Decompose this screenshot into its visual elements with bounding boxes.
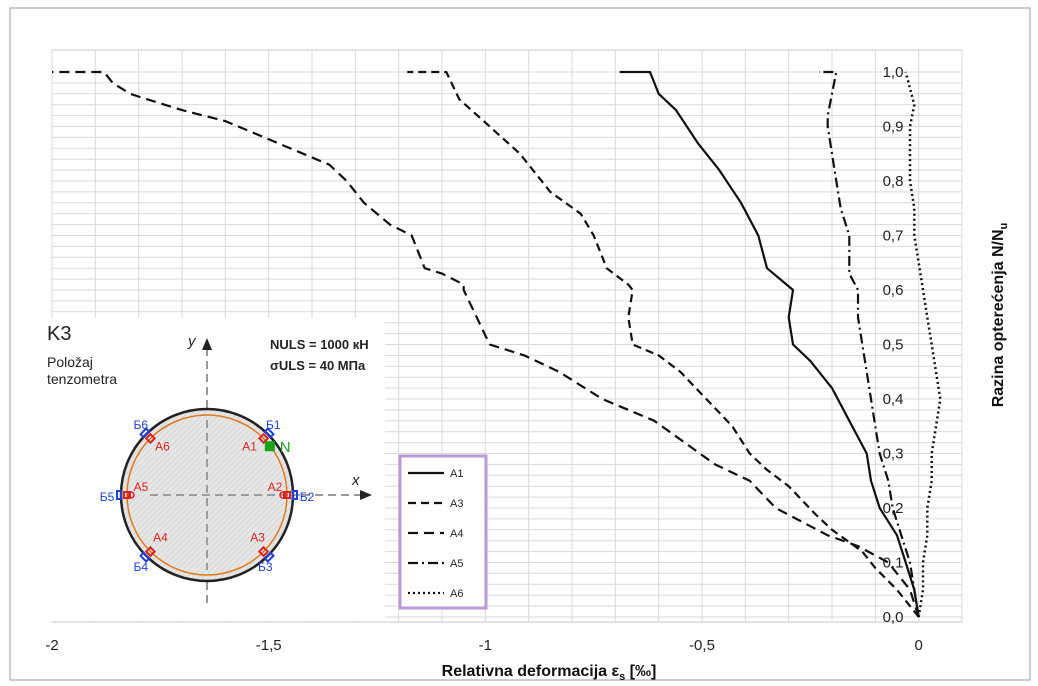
x-tick-label: -2 [45, 637, 58, 654]
x-tick-label: -1 [479, 637, 492, 654]
outer-gauge-б4 [139, 551, 151, 563]
y-tick-label: 0,8 [883, 173, 904, 190]
outer-gauge-б3 [263, 551, 275, 563]
outer-gauge-б5 [116, 490, 122, 500]
outer-gauge-б1 [263, 427, 275, 439]
inner-gauge-label: A6 [155, 439, 170, 453]
inner-gauge-label: A3 [250, 531, 265, 545]
inner-gauge-a6 [144, 432, 157, 445]
inset-sigma: σULS = 40 МПа [270, 358, 366, 373]
y-tick-label: 1,0 [883, 64, 904, 81]
series-line-a4 [52, 70, 920, 618]
inner-gauge-label: A1 [242, 439, 257, 453]
y-tick-label: 0,9 [883, 119, 904, 136]
y-axis-label: Razina opterećenja N/Nu [990, 223, 1010, 408]
cross-section-inset: K3 Položaj tenzometra NULS = 1000 кН σUL… [40, 318, 385, 621]
inset-title: K3 [47, 323, 71, 345]
inner-gauge-a2 [283, 491, 291, 499]
gauge-markers: A1 Б1 A2 Б2 A3 Б3 A4 Б4 A5 Б5 A6 Б6 N [100, 418, 315, 574]
series-line-a3 [407, 70, 920, 618]
inset-y-label: y [187, 333, 197, 350]
bar-marker [127, 491, 135, 499]
legend-label-a4: A4 [450, 528, 463, 540]
x-tick-label: -0,5 [689, 637, 715, 654]
outer-gauge-б2 [292, 490, 298, 500]
load-point-icon [264, 441, 275, 452]
series-line-a1 [619, 70, 920, 618]
x-tick-label: 0 [914, 637, 922, 654]
series-line-a6 [904, 71, 942, 618]
data-series [52, 70, 942, 618]
outer-gauge-label: Б1 [266, 418, 281, 432]
legend-label-a6: A6 [450, 588, 463, 600]
series-line-a5 [819, 70, 920, 618]
legend-label-a1: A1 [450, 468, 463, 480]
y-tick-labels: 0,0 0,1 0,2 0,3 0,4 0,5 0,6 0,7 0,8 0,9 1,0 [883, 64, 904, 626]
y-tick-label: 0,0 [883, 609, 904, 626]
inner-gauge-a1 [257, 432, 270, 445]
outer-gauge-label: Б4 [133, 560, 148, 574]
inner-gauge-a5 [123, 491, 131, 499]
y-tick-label: 0,3 [883, 446, 904, 463]
y-tick-label: 0,7 [883, 228, 904, 245]
inner-gauge-a3 [257, 545, 270, 558]
y-tick-label: 0,6 [883, 282, 904, 299]
legend-label-a3: A3 [450, 498, 463, 510]
inner-gauge-label: A5 [134, 480, 149, 494]
x-axis-arrow-icon [360, 490, 372, 500]
y-axis-arrow-icon [202, 338, 212, 350]
outer-gauge-label: Б2 [300, 490, 315, 504]
bar-marker [279, 491, 287, 499]
legend-label-a5: A5 [450, 558, 463, 570]
load-label: N [280, 439, 291, 456]
inset-subtitle-2: tenzometra [47, 371, 117, 387]
inset-nuls: NULS = 1000 кН [270, 337, 369, 352]
x-axis-label: Relativna deformacija εs [‰] [442, 663, 657, 683]
outer-gauge-label: Б6 [133, 418, 148, 432]
legend: A1 A3 A4 A5 A6 [398, 454, 488, 610]
inset-subtitle-1: Položaj [47, 354, 93, 370]
x-tick-labels: -2 -1,5 -1 -0,5 0 [45, 637, 923, 654]
x-tick-label: -1,5 [256, 637, 282, 654]
y-tick-label: 0,1 [883, 555, 904, 572]
y-tick-label: 0,4 [883, 391, 904, 408]
y-tick-label: 0,5 [883, 337, 904, 354]
outer-gauge-label: Б5 [100, 490, 115, 504]
inner-gauge-label: A2 [268, 480, 283, 494]
inner-gauge-a4 [144, 545, 157, 558]
inner-gauge-label: A4 [153, 531, 168, 545]
inset-x-label: x [351, 472, 360, 489]
outer-gauge-б6 [139, 427, 151, 439]
y-tick-label: 0,2 [883, 500, 904, 517]
outer-gauge-label: Б3 [258, 560, 273, 574]
